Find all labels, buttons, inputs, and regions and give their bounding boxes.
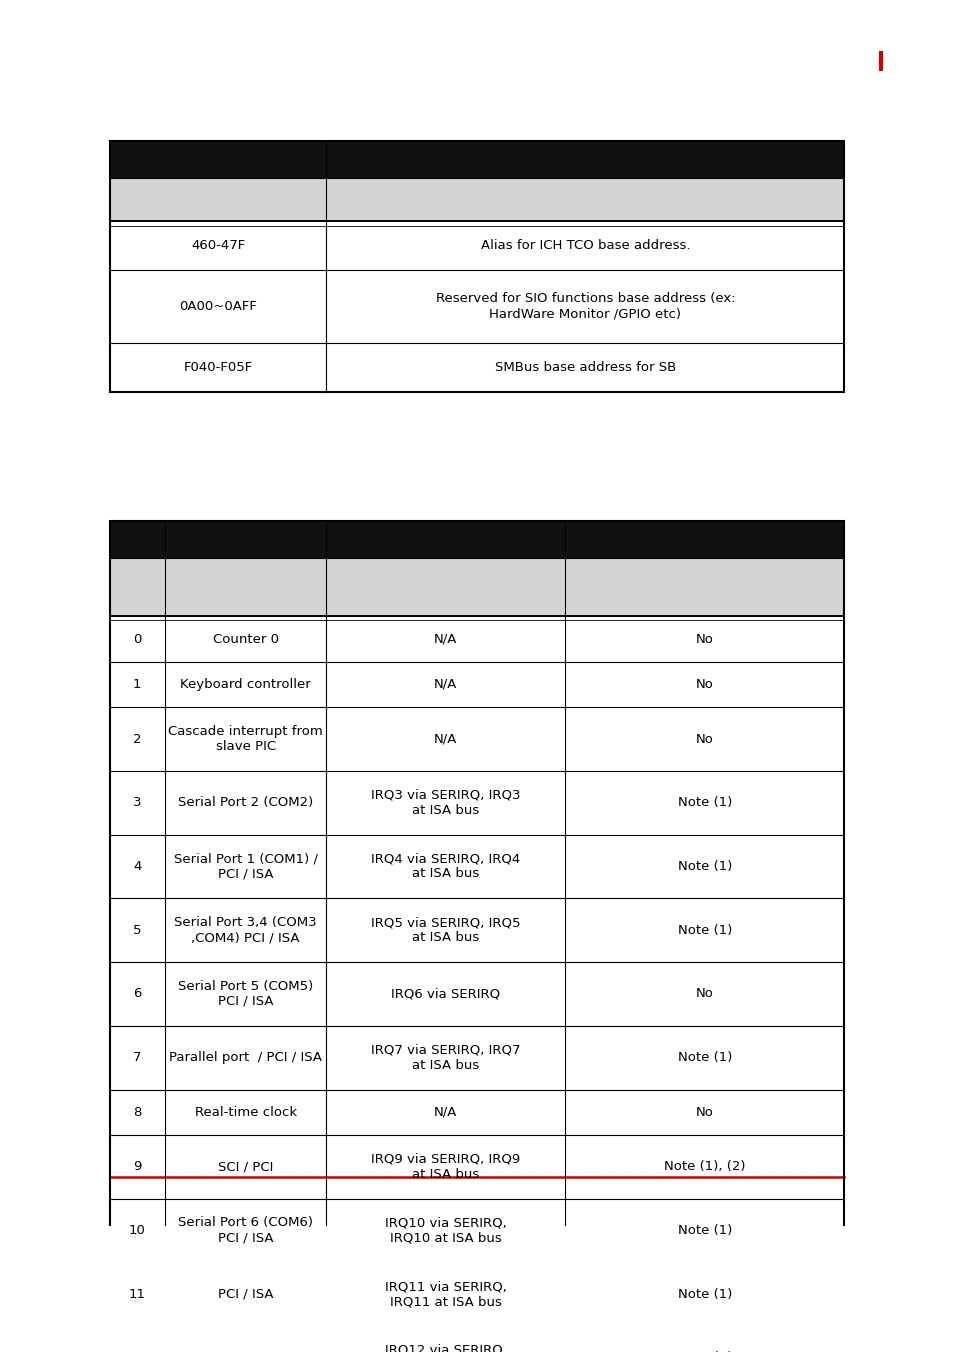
Bar xyxy=(110,771,843,834)
Bar xyxy=(110,141,843,177)
Text: Note (1): Note (1) xyxy=(677,860,731,873)
Text: 10: 10 xyxy=(129,1224,146,1237)
Text: No: No xyxy=(695,987,713,1000)
Bar xyxy=(110,521,843,557)
Bar xyxy=(110,1090,843,1134)
Text: Note (1): Note (1) xyxy=(677,1051,731,1064)
Bar xyxy=(110,343,843,392)
Text: IRQ6 via SERIRQ: IRQ6 via SERIRQ xyxy=(391,987,499,1000)
Text: No: No xyxy=(695,733,713,745)
Text: PCI / ISA: PCI / ISA xyxy=(217,1287,274,1301)
Text: Note (1): Note (1) xyxy=(677,1224,731,1237)
Text: Serial Port 1 (COM1) /
PCI / ISA: Serial Port 1 (COM1) / PCI / ISA xyxy=(173,853,317,880)
Bar xyxy=(110,617,843,662)
Bar xyxy=(110,141,843,392)
Text: N/A: N/A xyxy=(434,633,457,646)
Text: No: No xyxy=(695,677,713,691)
Bar xyxy=(110,963,843,1026)
Bar xyxy=(110,1199,843,1263)
Text: Real-time clock: Real-time clock xyxy=(194,1106,296,1118)
Text: N/A: N/A xyxy=(434,1106,457,1118)
Bar xyxy=(110,521,843,1352)
Text: IRQ11 via SERIRQ,
IRQ11 at ISA bus: IRQ11 via SERIRQ, IRQ11 at ISA bus xyxy=(384,1280,506,1309)
Text: F040-F05F: F040-F05F xyxy=(183,361,253,375)
Text: IRQ7 via SERIRQ, IRQ7
at ISA bus: IRQ7 via SERIRQ, IRQ7 at ISA bus xyxy=(371,1044,520,1072)
Text: 0: 0 xyxy=(132,633,141,646)
Text: Serial Port 6 (COM6)
PCI / ISA: Serial Port 6 (COM6) PCI / ISA xyxy=(178,1217,313,1244)
Text: SCI / PCI: SCI / PCI xyxy=(217,1160,273,1174)
Text: IRQ12 via SERIRQ,
IRQ12 at ISA bus: IRQ12 via SERIRQ, IRQ12 at ISA bus xyxy=(384,1344,506,1352)
Text: IRQ9 via SERIRQ, IRQ9
at ISA bus: IRQ9 via SERIRQ, IRQ9 at ISA bus xyxy=(371,1153,519,1180)
Bar xyxy=(110,1263,843,1326)
Bar xyxy=(110,557,843,617)
Text: No: No xyxy=(695,633,713,646)
Text: IRQ5 via SERIRQ, IRQ5
at ISA bus: IRQ5 via SERIRQ, IRQ5 at ISA bus xyxy=(371,917,520,944)
Text: 2: 2 xyxy=(132,733,141,745)
Text: Note (1): Note (1) xyxy=(677,1287,731,1301)
Text: Counter 0: Counter 0 xyxy=(213,633,278,646)
Text: Reserved for SIO functions base address (ex:
HardWare Monitor /GPIO etc): Reserved for SIO functions base address … xyxy=(436,292,735,320)
Bar xyxy=(110,220,843,269)
Text: IRQ3 via SERIRQ, IRQ3
at ISA bus: IRQ3 via SERIRQ, IRQ3 at ISA bus xyxy=(371,788,520,817)
Bar xyxy=(110,1326,843,1352)
Bar xyxy=(110,898,843,963)
Text: Note (1): Note (1) xyxy=(677,923,731,937)
Text: 5: 5 xyxy=(132,923,141,937)
Text: 4: 4 xyxy=(132,860,141,873)
Text: Keyboard controller: Keyboard controller xyxy=(180,677,311,691)
Text: No: No xyxy=(695,1106,713,1118)
Text: N/A: N/A xyxy=(434,733,457,745)
Text: IRQ4 via SERIRQ, IRQ4
at ISA bus: IRQ4 via SERIRQ, IRQ4 at ISA bus xyxy=(371,853,519,880)
Text: IRQ10 via SERIRQ,
IRQ10 at ISA bus: IRQ10 via SERIRQ, IRQ10 at ISA bus xyxy=(384,1217,506,1244)
Text: Note (1): Note (1) xyxy=(677,796,731,810)
Text: 11: 11 xyxy=(129,1287,146,1301)
Text: 0A00~0AFF: 0A00~0AFF xyxy=(179,300,256,312)
Text: Serial Port 2 (COM2): Serial Port 2 (COM2) xyxy=(178,796,313,810)
Bar xyxy=(110,177,843,220)
Text: 7: 7 xyxy=(132,1051,141,1064)
Bar xyxy=(110,1026,843,1090)
Text: 6: 6 xyxy=(132,987,141,1000)
Text: Serial Port 3,4 (COM3
,COM4) PCI / ISA: Serial Port 3,4 (COM3 ,COM4) PCI / ISA xyxy=(174,917,316,944)
Text: 460-47F: 460-47F xyxy=(191,238,245,251)
Text: 9: 9 xyxy=(132,1160,141,1174)
Bar xyxy=(110,269,843,343)
Bar xyxy=(110,662,843,707)
Text: Note (1), (2): Note (1), (2) xyxy=(663,1160,744,1174)
Text: SMBus base address for SB: SMBus base address for SB xyxy=(495,361,676,375)
Text: Serial Port 5 (COM5)
PCI / ISA: Serial Port 5 (COM5) PCI / ISA xyxy=(178,980,313,1009)
Bar xyxy=(110,1134,843,1199)
Text: N/A: N/A xyxy=(434,677,457,691)
Text: Cascade interrupt from
slave PIC: Cascade interrupt from slave PIC xyxy=(168,725,323,753)
Text: 8: 8 xyxy=(132,1106,141,1118)
Text: Alias for ICH TCO base address.: Alias for ICH TCO base address. xyxy=(480,238,689,251)
Text: 1: 1 xyxy=(132,677,141,691)
Text: Parallel port  / PCI / ISA: Parallel port / PCI / ISA xyxy=(169,1051,322,1064)
Bar xyxy=(110,707,843,771)
Bar xyxy=(110,834,843,898)
Text: 3: 3 xyxy=(132,796,141,810)
